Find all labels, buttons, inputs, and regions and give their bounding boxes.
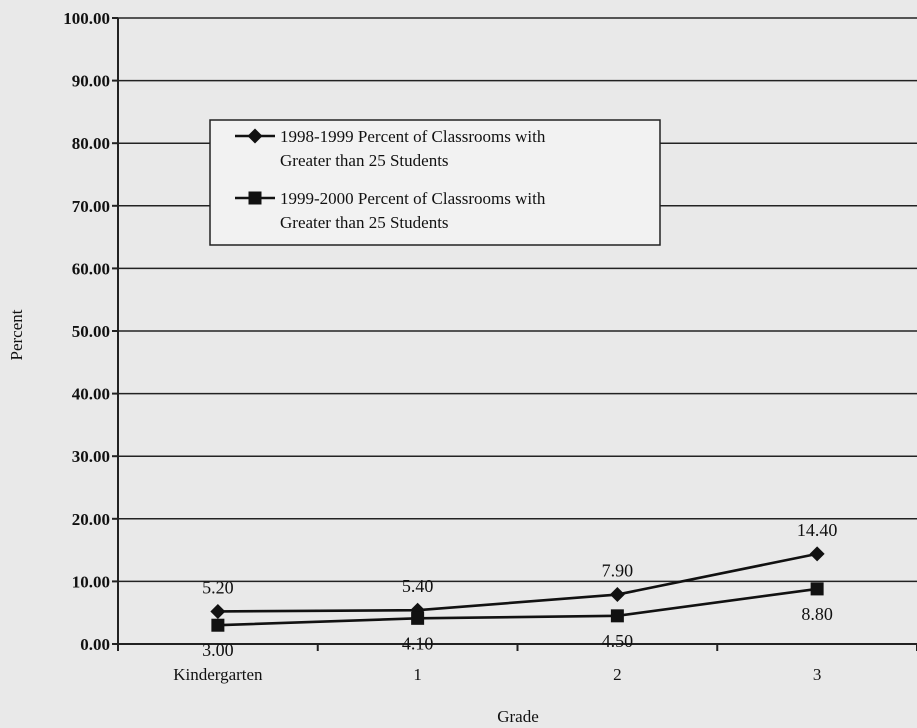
data-label: 4.10 [402, 633, 434, 653]
x-axis-title: Grade [497, 707, 539, 726]
x-tick-label: 2 [613, 665, 622, 684]
y-tick-label: 20.00 [72, 510, 110, 529]
series-1-point [809, 546, 825, 562]
series-1-point [609, 587, 625, 603]
label-layer: 5.20 5.40 7.90 14.40 3.00 4.10 4.50 8.80 [202, 520, 837, 660]
y-tick-label: 50.00 [72, 322, 110, 341]
data-label: 3.00 [202, 640, 234, 660]
data-label: 5.20 [202, 577, 234, 597]
data-label: 14.40 [797, 520, 838, 540]
legend-item-1: 1998-1999 Percent of Classrooms with Grea… [235, 127, 546, 170]
y-tick-label: 0.00 [80, 635, 110, 654]
data-label: 4.50 [602, 631, 634, 651]
y-axis-title: Percent [7, 309, 26, 360]
series-line-1 [217, 552, 818, 613]
series-2-point [211, 618, 225, 632]
y-tick-label: 70.00 [72, 197, 110, 216]
y-tick-label: 60.00 [72, 259, 110, 278]
legend-item-2: 1999-2000 Percent of Classrooms with Grea… [235, 189, 546, 232]
data-label: 8.80 [801, 604, 833, 624]
legend-marker [247, 128, 263, 144]
legend-box [209, 119, 661, 246]
series-layer [210, 546, 825, 632]
x-tick-label: 3 [813, 665, 822, 684]
x-tick-label: 1 [413, 665, 422, 684]
legend-label: 1999-2000 Percent of Classrooms with [280, 189, 546, 208]
data-label: 7.90 [602, 561, 634, 581]
y-tick-label: 30.00 [72, 447, 110, 466]
y-tick-label: 100.00 [63, 9, 110, 28]
grid-layer [118, 17, 917, 583]
y-tick-label: 10.00 [72, 572, 110, 591]
legend-label: Greater than 25 Students [280, 213, 449, 232]
y-tick-label: 90.00 [72, 72, 110, 91]
y-tick-label: 40.00 [72, 385, 110, 404]
legend: 1998-1999 Percent of Classrooms with Grea… [209, 119, 661, 246]
legend-label: 1998-1999 Percent of Classrooms with [280, 127, 546, 146]
series-2-point [810, 582, 824, 596]
x-tick-label: Kindergarten [173, 665, 263, 684]
series-2-point [610, 609, 624, 623]
series-2-point [411, 611, 425, 625]
data-label: 5.40 [402, 576, 434, 596]
axis-layer: 0.00 10.00 20.00 30.00 40.00 50.00 60.00 70.00 8… [63, 9, 917, 684]
legend-marker [248, 191, 262, 205]
series-1-point [210, 603, 226, 619]
series-line-2 [217, 587, 818, 627]
y-tick-label: 80.00 [72, 134, 110, 153]
legend-label: Greater than 25 Students [280, 151, 449, 170]
